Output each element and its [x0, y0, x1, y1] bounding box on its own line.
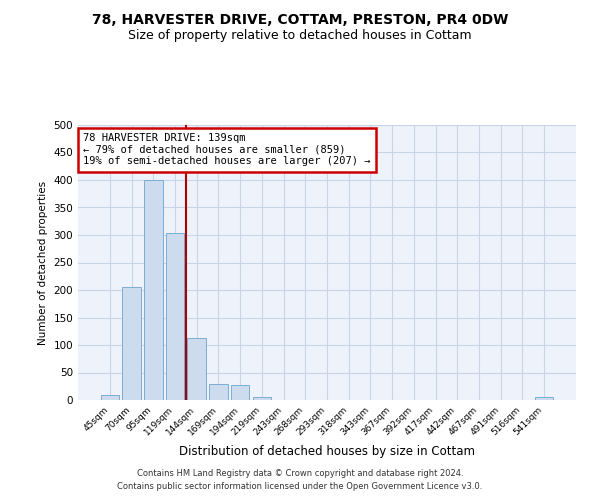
Bar: [122, 287, 141, 400]
Text: Contains public sector information licensed under the Open Government Licence v3: Contains public sector information licen…: [118, 482, 482, 491]
Bar: [209, 384, 227, 400]
Text: Contains HM Land Registry data © Crown copyright and database right 2024.: Contains HM Land Registry data © Crown c…: [137, 468, 463, 477]
Bar: [144, 180, 163, 400]
Text: 78, HARVESTER DRIVE, COTTAM, PRESTON, PR4 0DW: 78, HARVESTER DRIVE, COTTAM, PRESTON, PR…: [92, 12, 508, 26]
Bar: [535, 397, 553, 400]
Bar: [166, 234, 184, 400]
Bar: [231, 385, 250, 400]
X-axis label: Distribution of detached houses by size in Cottam: Distribution of detached houses by size …: [179, 446, 475, 458]
Bar: [187, 338, 206, 400]
Y-axis label: Number of detached properties: Number of detached properties: [38, 180, 48, 344]
Text: Size of property relative to detached houses in Cottam: Size of property relative to detached ho…: [128, 29, 472, 42]
Bar: [101, 394, 119, 400]
Text: 78 HARVESTER DRIVE: 139sqm
← 79% of detached houses are smaller (859)
19% of sem: 78 HARVESTER DRIVE: 139sqm ← 79% of deta…: [83, 133, 370, 166]
Bar: [253, 396, 271, 400]
